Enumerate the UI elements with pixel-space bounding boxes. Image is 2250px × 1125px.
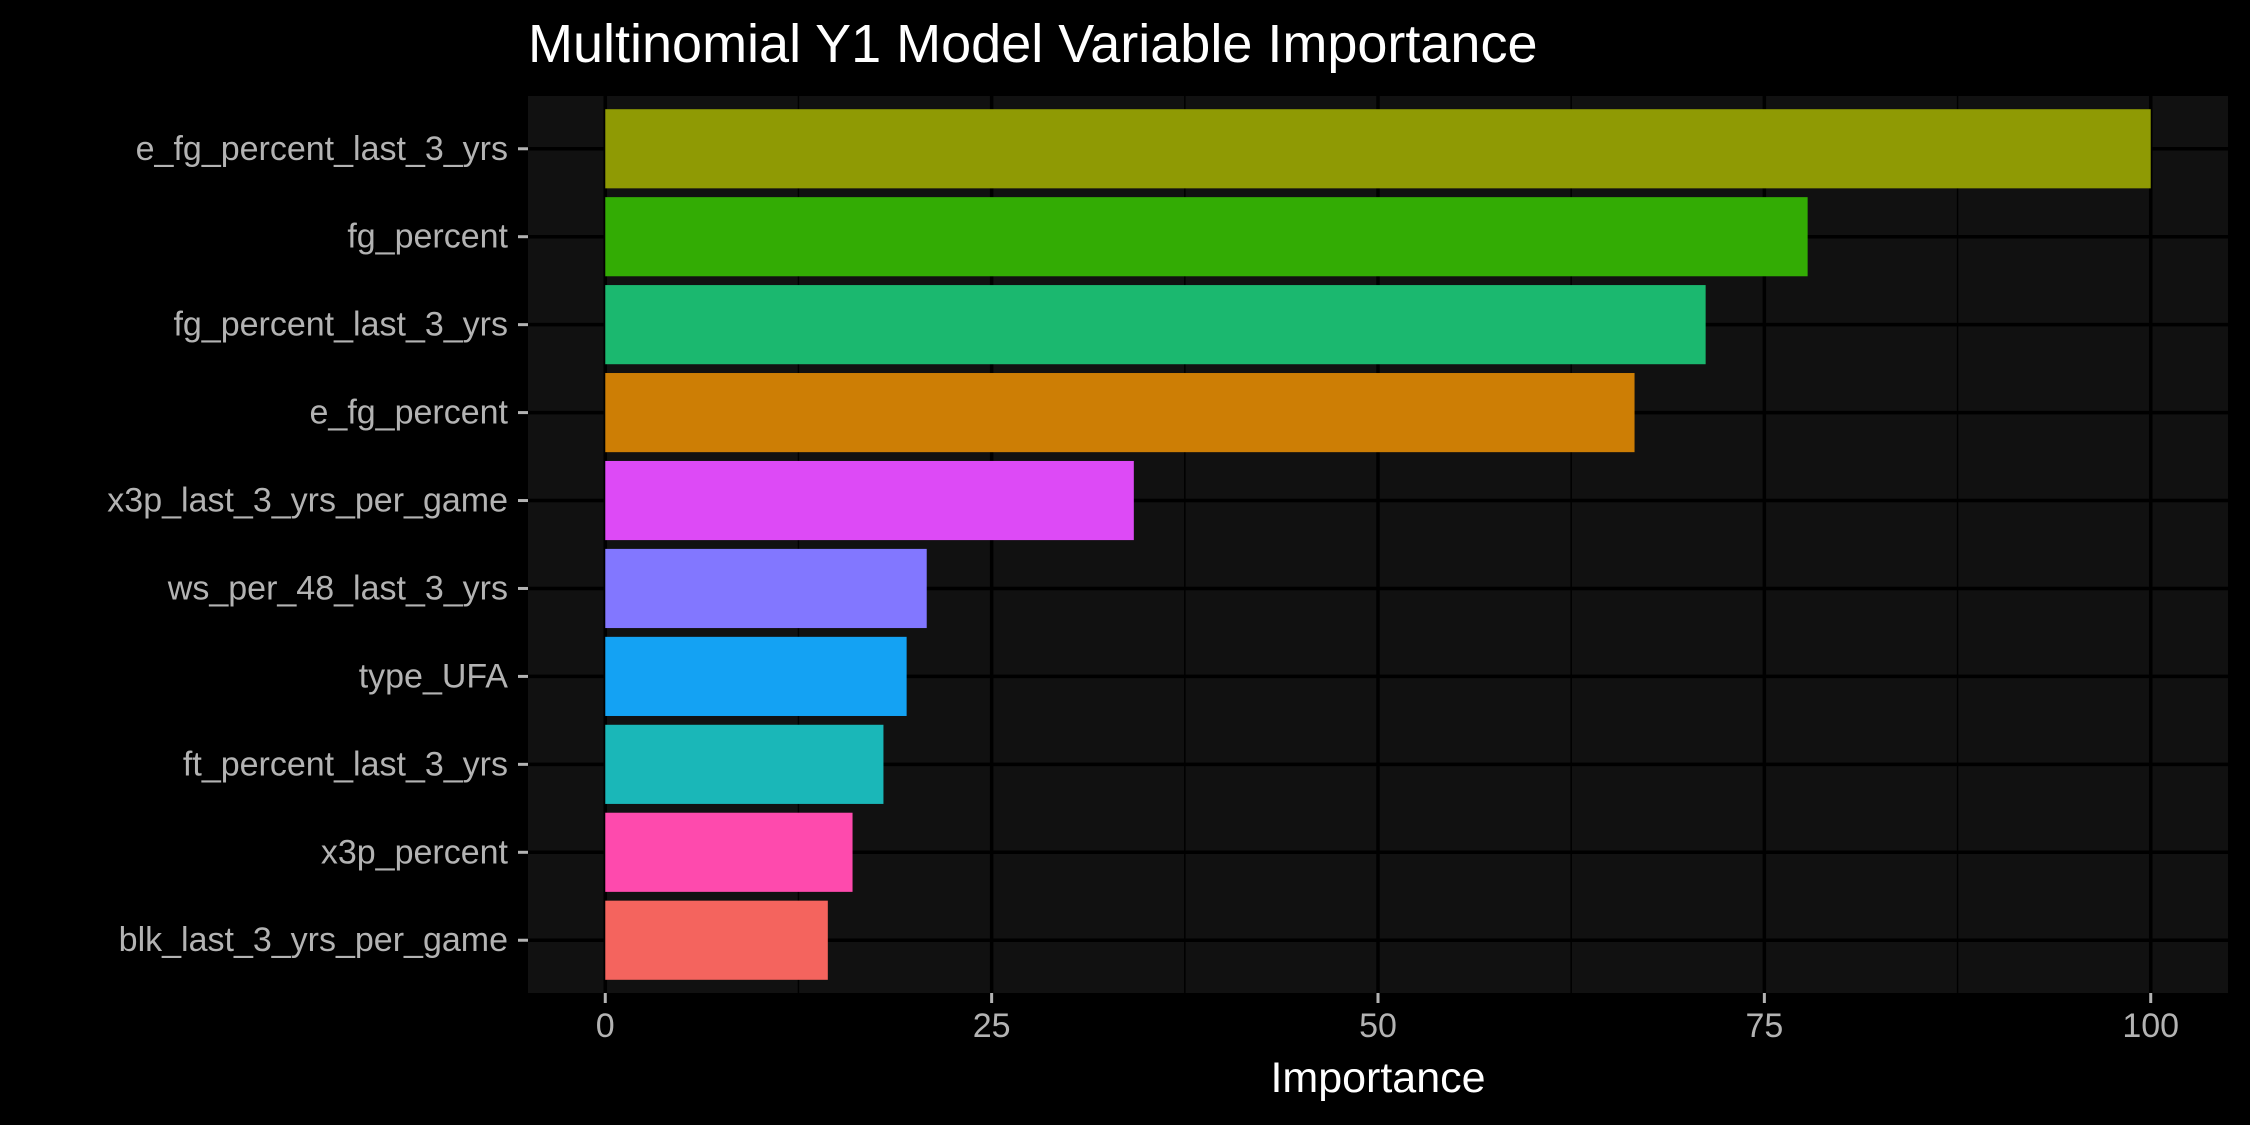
bar <box>605 724 884 804</box>
x-tick-label: 25 <box>973 1007 1011 1045</box>
x-tick-label: 75 <box>1745 1007 1783 1045</box>
y-tick-label: x3p_percent <box>321 833 509 871</box>
bars <box>605 109 2151 980</box>
y-tick-label: ws_per_48_last_3_yrs <box>167 569 508 607</box>
x-tick-label: 0 <box>596 1007 615 1045</box>
y-tick-label: e_fg_percent <box>310 394 509 432</box>
bar <box>605 636 907 716</box>
bar <box>605 900 828 980</box>
bar <box>605 812 853 892</box>
x-tick-label: 50 <box>1359 1007 1397 1045</box>
y-tick-label: ft_percent_last_3_yrs <box>183 745 508 783</box>
bar <box>605 548 927 629</box>
y-tick-label: blk_last_3_yrs_per_game <box>119 921 508 959</box>
bar <box>605 460 1134 541</box>
y-tick-label: e_fg_percent_last_3_yrs <box>136 130 508 168</box>
y-tick-label: fg_percent_last_3_yrs <box>173 306 508 344</box>
y-tick-label: fg_percent <box>347 218 508 256</box>
x-axis: 0 25 50 75 100 <box>596 993 2179 1045</box>
chart-title: Multinomial Y1 Model Variable Importance <box>528 14 1538 74</box>
bar <box>605 197 1808 277</box>
bar <box>605 285 1706 365</box>
bar <box>605 373 1635 453</box>
y-tick-label: x3p_last_3_yrs_per_game <box>107 482 508 520</box>
y-tick-label: type_UFA <box>359 657 509 695</box>
x-tick-label: 100 <box>2122 1007 2179 1045</box>
x-axis-label: Importance <box>1270 1054 1485 1102</box>
y-axis: e_fg_percent_last_3_yrs fg_percent fg_perc… <box>107 130 528 959</box>
bar <box>605 109 2151 189</box>
